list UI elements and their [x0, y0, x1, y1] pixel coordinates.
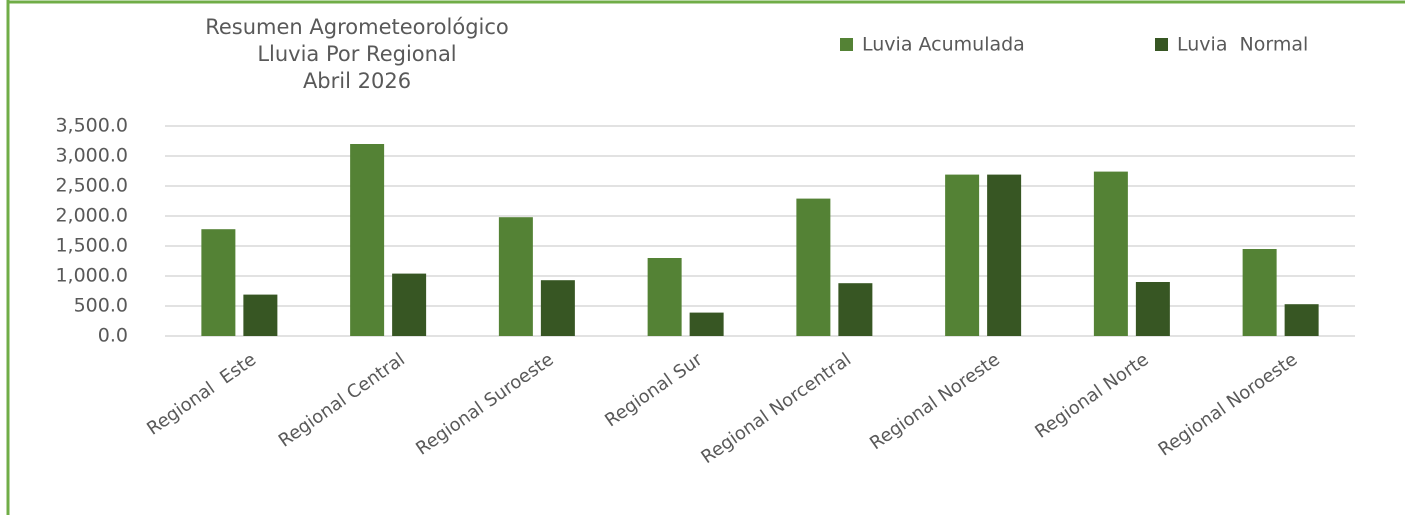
- bar: [540, 280, 575, 336]
- bar: [838, 283, 873, 336]
- y-tick-label: 2,500.0: [55, 175, 128, 197]
- bar: [647, 258, 682, 336]
- y-tick-label: 500.0: [74, 295, 128, 317]
- legend-swatch: [840, 38, 853, 51]
- y-tick-label: 1,000.0: [55, 265, 128, 287]
- bar: [1242, 249, 1277, 336]
- bar: [1284, 304, 1319, 336]
- bar: [689, 312, 724, 336]
- y-tick-label: 3,500.0: [55, 115, 128, 137]
- bar: [498, 217, 533, 336]
- legend-label: Luvia Normal: [1177, 34, 1308, 56]
- bar: [201, 229, 236, 336]
- bar: [1093, 171, 1128, 336]
- y-tick-label: 0.0: [98, 325, 128, 347]
- bar: [987, 174, 1022, 336]
- chart-title: Abril 2026: [303, 69, 411, 93]
- bar: [243, 294, 278, 336]
- chart-title: Lluvia Por Regional: [257, 42, 456, 66]
- bar: [350, 144, 385, 336]
- y-tick-label: 3,000.0: [55, 145, 128, 167]
- y-tick-label: 1,500.0: [55, 235, 128, 257]
- bar: [1135, 282, 1170, 336]
- chart-title: Resumen Agrometeorológico: [205, 15, 509, 39]
- bar: [796, 198, 831, 336]
- y-tick-label: 2,000.0: [55, 205, 128, 227]
- bar: [945, 174, 980, 336]
- legend-swatch: [1155, 38, 1168, 51]
- bar: [392, 273, 427, 336]
- legend-label: Luvia Acumulada: [862, 34, 1025, 56]
